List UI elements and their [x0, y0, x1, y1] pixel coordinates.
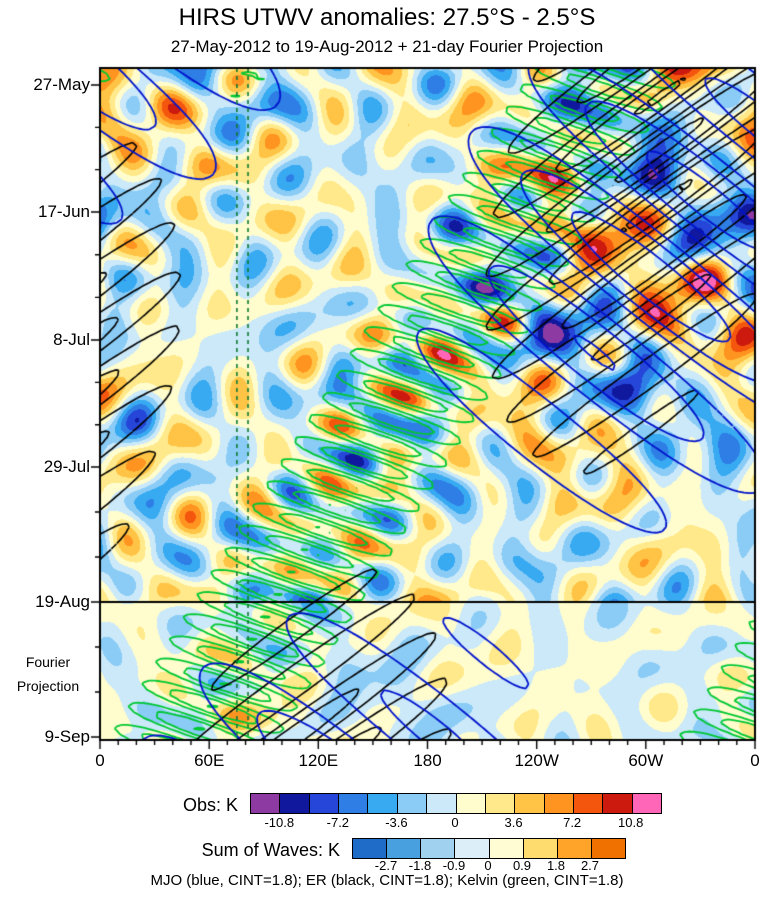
- x-tick-label: 120E: [298, 751, 339, 770]
- colorbar-segment: [485, 794, 516, 813]
- obs-colorbar: [250, 793, 662, 814]
- colorbar-segment: [280, 794, 310, 813]
- colorbar-tick-label: 10.8: [618, 815, 644, 830]
- colorbar-tick-label: 2.7: [580, 858, 600, 873]
- colorbar-segment: [573, 794, 604, 813]
- x-tick-label: 120W: [514, 751, 559, 770]
- hovmoller-plot-canvas: [0, 0, 774, 758]
- y-tick-label: 27-May: [33, 75, 90, 94]
- colorbar-segment: [397, 794, 428, 813]
- colorbar-tick-label: -10.8: [264, 815, 295, 830]
- colorbar-segment: [456, 794, 486, 813]
- colorbar-tick-label: -2.7: [374, 858, 398, 873]
- colorbar-segment: [339, 794, 369, 813]
- colorbar-segment: [603, 794, 633, 813]
- colorbar-segment: [557, 839, 592, 858]
- sum-of-waves-colorbar: [352, 838, 626, 859]
- colorbar-tick-label: 0.9: [512, 858, 532, 873]
- x-tick-label: 0: [750, 751, 760, 770]
- colorbar-tick-label: 7.2: [563, 815, 582, 830]
- colorbar-segment: [251, 794, 281, 813]
- colorbar-tick-label: -0.9: [442, 858, 466, 873]
- y-tick-label: 9-Sep: [44, 726, 90, 746]
- x-tick-label: 60E: [194, 751, 225, 770]
- fourier-projection-annotation: Fourier Projection: [0, 650, 96, 698]
- colorbar-segment: [523, 839, 558, 858]
- colorbar-segment: [309, 794, 340, 813]
- colorbar-tick-label: 0: [451, 815, 459, 830]
- fourier-annotation-line1: Fourier: [25, 654, 71, 670]
- colorbar-tick-label: 0: [484, 858, 492, 873]
- colorbar-segment: [489, 839, 524, 858]
- obs-colorbar-tick-labels: -10.8 -7.2 -3.6 0 3.6 7.2 10.8: [250, 815, 660, 831]
- x-tick-label: 0: [95, 751, 105, 770]
- colorbar-tick-label: -7.2: [326, 815, 350, 830]
- colorbar-segment: [427, 794, 457, 813]
- colorbar-segment: [455, 839, 490, 858]
- sum-of-waves-colorbar-tick-labels: -2.7 -1.8 -0.9 0 0.9 1.8 2.7: [352, 858, 624, 874]
- fourier-annotation-line2: Projection: [16, 678, 80, 694]
- colorbar-segment: [353, 839, 388, 858]
- y-tick-label: 17-Jun: [38, 202, 90, 221]
- y-tick-label: 19-Aug: [35, 591, 90, 611]
- colorbar-segment: [421, 839, 456, 858]
- x-tick-label: 60W: [628, 751, 664, 770]
- colorbar-segment: [387, 839, 422, 858]
- x-tick-label: 180: [413, 751, 442, 770]
- colorbar-segment: [368, 794, 398, 813]
- colorbar-tick-label: 1.8: [546, 858, 566, 873]
- colorbar-segment: [591, 839, 625, 858]
- y-tick-label: 29-Jul: [43, 457, 90, 477]
- y-tick-label: 8-Jul: [53, 330, 90, 350]
- colorbar-tick-label: 3.6: [504, 815, 523, 830]
- colorbar-tick-label: -3.6: [385, 815, 408, 830]
- contour-legend: MJO (blue, CINT=1.8); ER (black, CINT=1.…: [150, 872, 624, 889]
- colorbar-segment: [515, 794, 545, 813]
- colorbar-tick-label: -1.8: [408, 858, 432, 873]
- obs-colorbar-label: Obs: K: [182, 795, 238, 815]
- colorbar-segment: [544, 794, 574, 813]
- colorbar-segment: [632, 794, 662, 813]
- sum-of-waves-colorbar-label: Sum of Waves: K: [201, 840, 340, 860]
